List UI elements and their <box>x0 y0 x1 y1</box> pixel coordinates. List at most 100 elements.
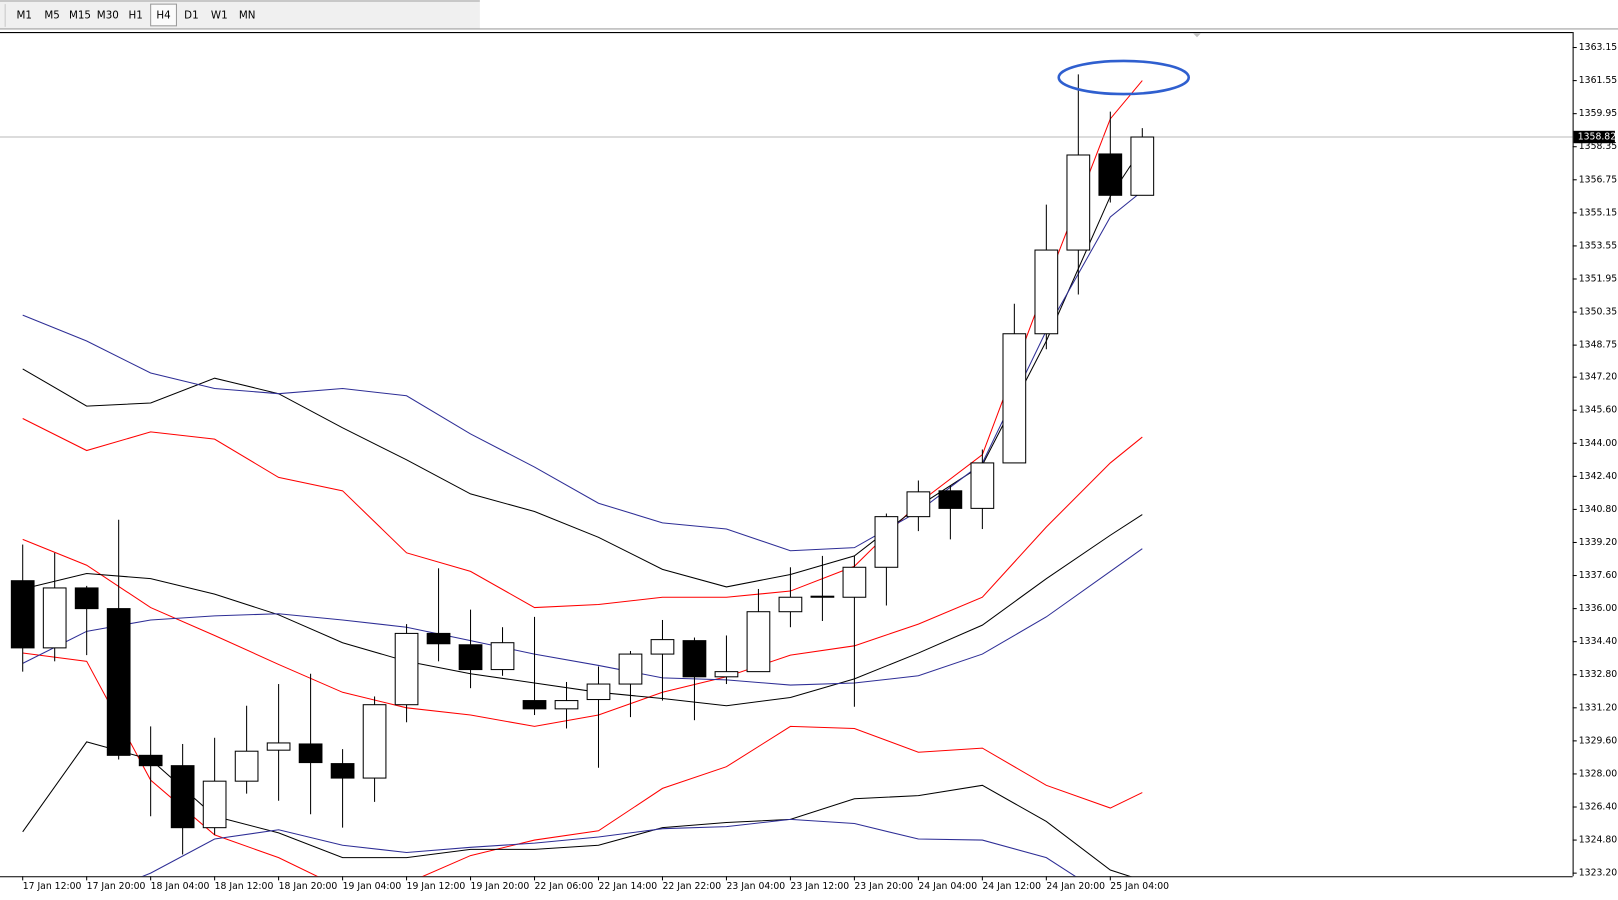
y-tick-label: 1328.00 <box>1579 768 1617 779</box>
current-price-box <box>1573 130 1615 144</box>
y-tick-label: 1332.80 <box>1579 669 1617 680</box>
x-tick-label: 17 Jan 20:00 <box>87 881 146 892</box>
candle-body <box>586 683 611 701</box>
candle-body <box>746 611 771 673</box>
y-tick-label: 1337.60 <box>1579 570 1617 581</box>
highlight-ellipse <box>1057 59 1191 96</box>
candle-body <box>106 608 131 756</box>
timeframe-button-active[interactable] <box>150 3 177 27</box>
y-tick-label: 1339.20 <box>1579 537 1617 548</box>
indicator-line <box>22 548 1143 686</box>
axes: 1363.15 1361.55 1359.95 1358.35 1356.75 1355.… <box>22 42 1617 892</box>
plot-area <box>0 74 1573 877</box>
y-tick-label: 1361.55 <box>1579 75 1617 86</box>
y-tick-label: 1345.60 <box>1579 405 1617 416</box>
y-tick-label: 1347.20 <box>1579 372 1617 383</box>
candle-body <box>138 754 163 767</box>
x-tick-label: 24 Jan 12:00 <box>982 881 1041 892</box>
candle-body <box>10 580 35 649</box>
timeframe-button[interactable]: D1 <box>184 9 199 21</box>
y-tick-label: 1331.20 <box>1579 702 1617 713</box>
x-tick-label: 18 Jan 04:00 <box>151 881 210 892</box>
toolbar-background <box>0 0 480 29</box>
y-tick-label: 1348.75 <box>1579 340 1617 351</box>
timeframe-button[interactable]: M15 <box>69 9 91 21</box>
timeframe-button[interactable]: M5 <box>44 9 59 21</box>
y-tick-label: 1363.15 <box>1579 42 1617 53</box>
y-tick-label: 1329.60 <box>1579 735 1617 746</box>
x-tick-label: 18 Jan 20:00 <box>279 881 338 892</box>
x-tick-label: 24 Jan 04:00 <box>918 881 977 892</box>
candle-body <box>234 750 259 782</box>
candle-body <box>170 765 195 829</box>
candle-body <box>394 632 419 706</box>
y-tick-label: 1340.80 <box>1579 504 1617 515</box>
candle-body <box>458 644 483 671</box>
candle-body <box>938 490 963 509</box>
candle-body <box>202 780 227 829</box>
x-tick-label: 19 Jan 12:00 <box>407 881 466 892</box>
candle-body <box>554 700 579 710</box>
candle-body <box>1002 333 1027 464</box>
x-tick-label: 23 Jan 12:00 <box>790 881 849 892</box>
candle-body <box>74 587 99 610</box>
timeframe-button[interactable]: H4 <box>156 9 170 21</box>
candle-body <box>362 704 387 779</box>
y-tick-label: 1355.15 <box>1579 207 1617 218</box>
y-tick-label: 1336.00 <box>1579 603 1617 614</box>
y-tick-label: 1342.40 <box>1579 471 1617 482</box>
y-tick-label: 1326.40 <box>1579 801 1617 812</box>
timeframe-button[interactable]: W1 <box>211 9 228 21</box>
candle-body <box>810 595 835 598</box>
x-tick-label: 22 Jan 06:00 <box>535 881 594 892</box>
timeframe-button[interactable]: MN <box>239 9 256 21</box>
x-tick-label: 18 Jan 12:00 <box>215 881 274 892</box>
candle-body <box>778 596 803 613</box>
y-tick-label: 1353.55 <box>1579 240 1617 251</box>
x-tick-label: 24 Jan 20:00 <box>1046 881 1105 892</box>
y-tick-label: 1359.95 <box>1579 108 1617 119</box>
x-tick-label: 22 Jan 14:00 <box>598 881 657 892</box>
candle-body <box>1130 136 1155 196</box>
y-tick-label: 1334.40 <box>1579 636 1617 647</box>
y-tick-label: 1358.35 <box>1579 141 1617 152</box>
candle-body <box>1098 153 1123 196</box>
candle-body <box>490 642 515 671</box>
candle-body <box>874 516 899 568</box>
timeframe-button[interactable]: M1 <box>17 9 32 21</box>
x-tick-label: 22 Jan 22:00 <box>662 881 721 892</box>
y-tick-label: 1323.20 <box>1579 868 1617 879</box>
y-tick-label: 1351.95 <box>1579 273 1617 284</box>
shift-marker <box>1192 33 1202 38</box>
candle-body <box>298 743 323 764</box>
x-tick-label: 23 Jan 20:00 <box>854 881 913 892</box>
y-tick-label: 1356.75 <box>1579 174 1617 185</box>
candle-body <box>618 653 643 685</box>
timeframe-toolbar: M1 M5 M15 M30 H1 H4 D1 W1 MN <box>0 0 1618 30</box>
x-tick-label: 19 Jan 20:00 <box>471 881 530 892</box>
y-tick-label: 1350.35 <box>1579 307 1617 318</box>
x-tick-label: 17 Jan 12:00 <box>23 881 82 892</box>
candle-body <box>650 639 675 655</box>
candle-body <box>842 566 867 598</box>
y-tick-label: 1344.00 <box>1579 438 1617 449</box>
timeframe-button[interactable]: H1 <box>129 9 143 21</box>
candle-body <box>682 640 707 678</box>
candle-body <box>522 700 547 710</box>
candle-body <box>266 742 291 751</box>
candle-body <box>714 671 739 678</box>
current-price-label: 1358.82 <box>1578 132 1616 143</box>
candle-body <box>970 462 995 509</box>
candle-body <box>1066 154 1091 251</box>
x-tick-label: 19 Jan 04:00 <box>343 881 402 892</box>
candle-body <box>330 763 355 779</box>
timeframe-button[interactable]: M30 <box>97 9 119 21</box>
candle-body <box>426 632 451 645</box>
candle-body <box>1034 249 1059 335</box>
candle-body <box>42 587 67 649</box>
y-tick-label: 1324.80 <box>1579 835 1617 846</box>
x-tick-label: 25 Jan 04:00 <box>1110 881 1169 892</box>
x-tick-label: 23 Jan 04:00 <box>726 881 785 892</box>
candle-body <box>906 491 931 518</box>
